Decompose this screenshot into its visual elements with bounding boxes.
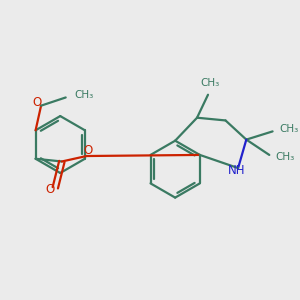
Text: CH₃: CH₃ (74, 90, 93, 100)
Text: CH₃: CH₃ (276, 152, 295, 162)
Text: O: O (83, 144, 92, 157)
Text: NH: NH (228, 164, 246, 177)
Text: CH₃: CH₃ (279, 124, 298, 134)
Text: CH₃: CH₃ (200, 78, 219, 88)
Text: O: O (32, 96, 41, 109)
Text: O: O (45, 183, 54, 196)
